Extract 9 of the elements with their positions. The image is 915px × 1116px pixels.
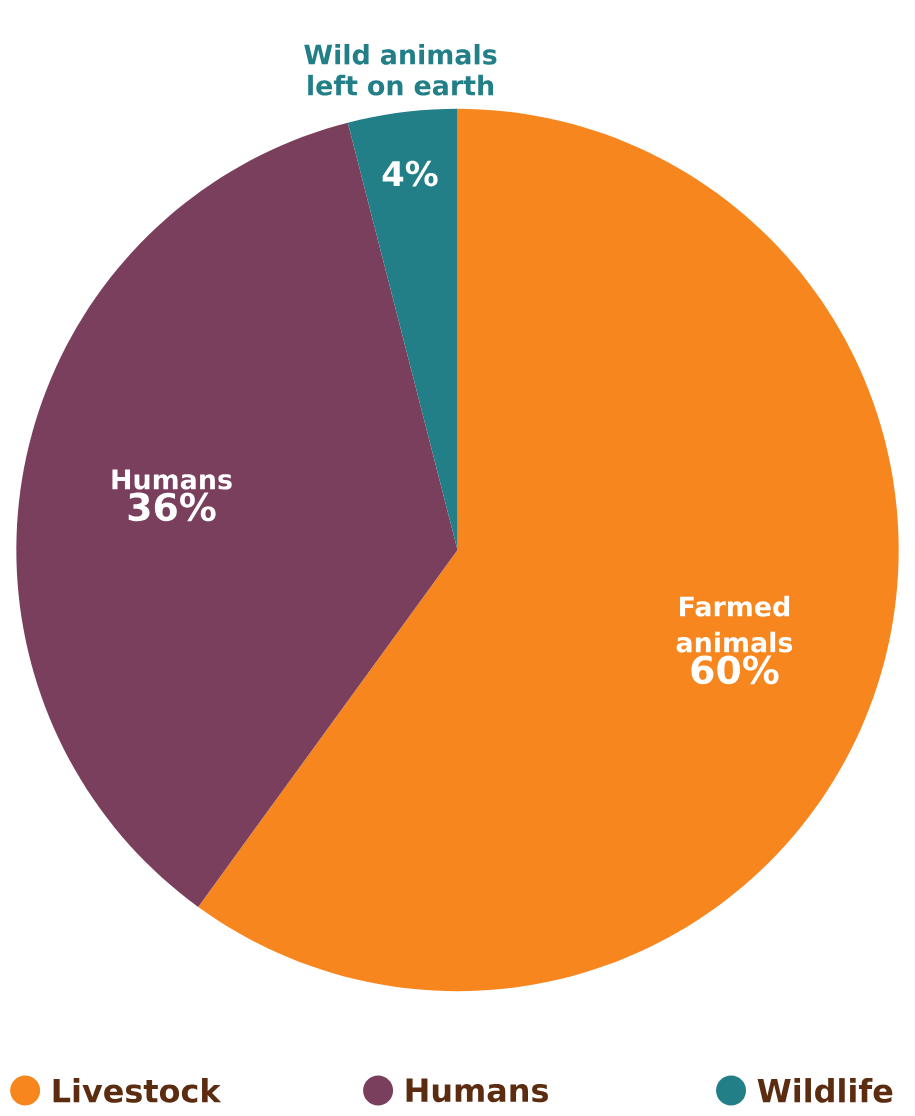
data-label: 36%	[128, 492, 216, 522]
data-label: 4%	[382, 160, 438, 187]
data-label: 60%	[691, 655, 779, 685]
legend-label: Livestock	[53, 1078, 222, 1103]
text: Wild animals left on earth	[304, 43, 497, 96]
legend-label: Wildlife	[757, 1078, 893, 1103]
text: Humans	[112, 469, 232, 490]
text: Farmed animals	[676, 595, 793, 653]
legend-label: Humans	[406, 1078, 548, 1103]
